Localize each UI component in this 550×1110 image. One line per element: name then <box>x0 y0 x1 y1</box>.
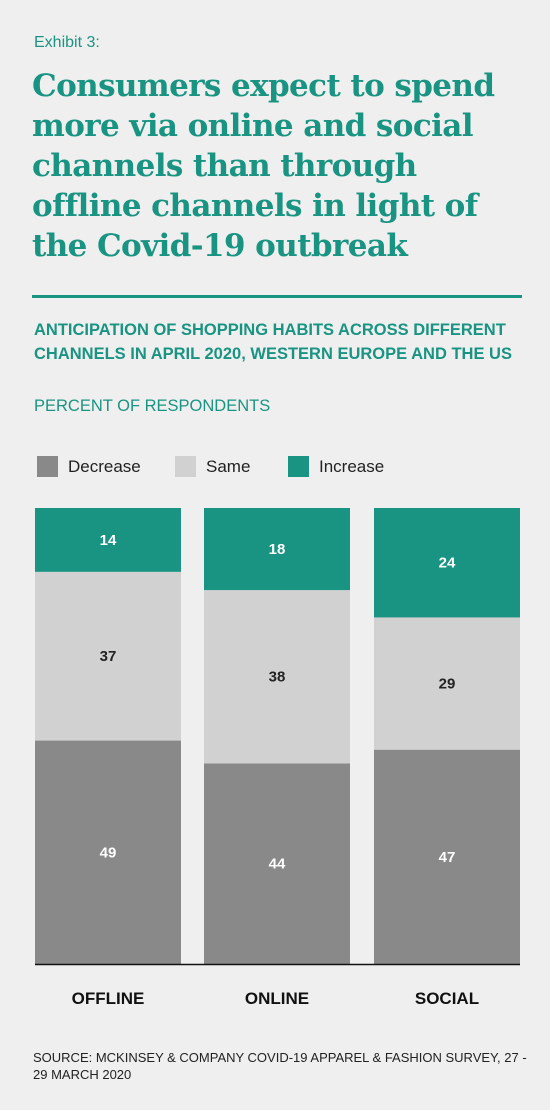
bar-social-increase <box>374 508 520 618</box>
legend-swatch-decrease <box>37 456 58 477</box>
data-label-social-same: 29 <box>439 676 456 693</box>
data-label-social-increase: 24 <box>439 555 456 572</box>
unit-label: PERCENT OF RESPONDENTS <box>34 397 271 415</box>
legend-swatch-same <box>175 456 196 477</box>
bar-online-increase <box>204 508 350 591</box>
legend-item-decrease: Decrease <box>37 456 141 477</box>
legend-item-increase: Increase <box>288 456 384 477</box>
bar-offline-increase <box>35 508 181 572</box>
bar-social-decrease <box>374 749 520 964</box>
legend-label-same: Same <box>206 456 251 476</box>
data-label-social-decrease: 47 <box>439 849 456 866</box>
title-divider <box>32 295 522 298</box>
stacked-bar-chart: 49 37 14 OFFLINE 44 38 18 ONLINE 47 29 24 SOCIAL <box>35 508 520 1008</box>
bar-social-same <box>374 617 520 750</box>
chart-legend: Decrease Same Increase <box>0 456 550 480</box>
bar-online-decrease <box>204 763 350 964</box>
data-label-offline-increase: 14 <box>100 532 117 549</box>
bar-offline-decrease <box>35 740 181 964</box>
bar-offline-same <box>35 571 181 741</box>
legend-label-decrease: Decrease <box>68 456 141 476</box>
chart-headline: Consumers expect to spend more via onlin… <box>32 68 495 264</box>
category-label-social: SOCIAL <box>415 989 479 1008</box>
legend-swatch-increase <box>288 456 309 477</box>
chart-subtitle: ANTICIPATION OF SHOPPING HABITS ACROSS D… <box>34 321 512 363</box>
exhibit-label: Exhibit 3: <box>34 34 100 51</box>
category-label-online: ONLINE <box>245 989 309 1008</box>
source-note: SOURCE: MCKINSEY & COMPANY COVID-19 APPA… <box>33 1050 527 1082</box>
data-label-online-increase: 18 <box>269 541 286 558</box>
data-label-online-decrease: 44 <box>269 856 286 873</box>
legend-label-increase: Increase <box>319 456 385 476</box>
data-label-offline-same: 37 <box>100 648 117 665</box>
data-label-online-same: 38 <box>269 669 286 686</box>
data-label-offline-decrease: 49 <box>100 844 117 861</box>
category-label-offline: OFFLINE <box>72 989 145 1008</box>
legend-item-same: Same <box>175 456 250 477</box>
bar-online-same <box>204 590 350 764</box>
